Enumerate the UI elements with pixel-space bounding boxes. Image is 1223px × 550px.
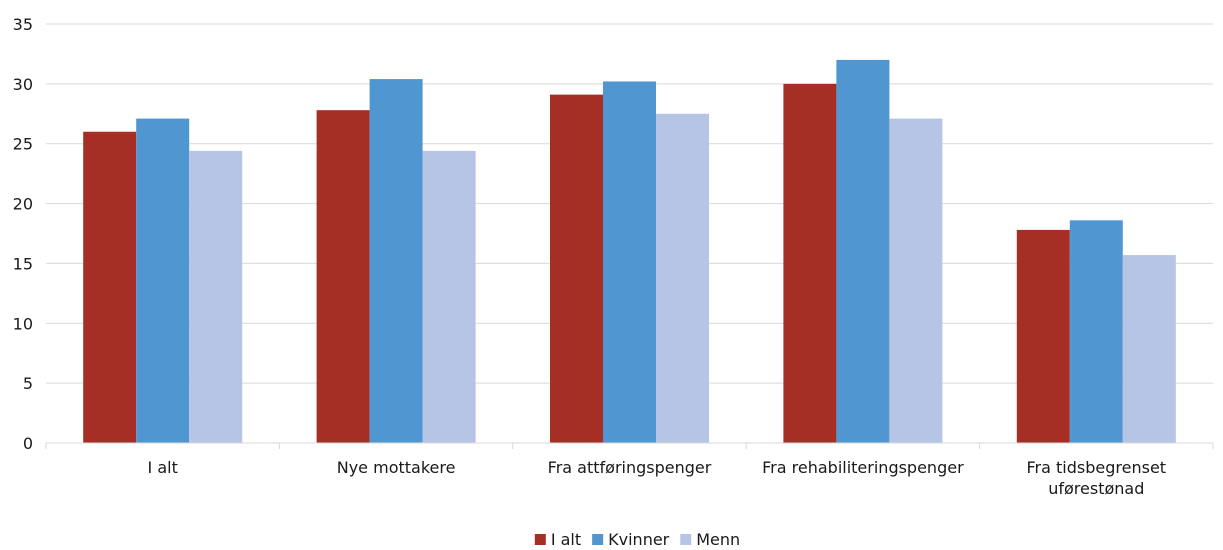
legend: I alt Kvinner Menn (534, 530, 740, 549)
bar-menn (889, 118, 943, 444)
axes: 0 5 10 15 20 25 30 35 I alt Nye mottakere Fra attf… (13, 15, 1214, 498)
x-tick-label: Fra attføringspenger (548, 458, 712, 477)
x-tick-label: Fra rehabiliteringspenger (762, 458, 964, 477)
bar-kvinner (136, 118, 190, 444)
y-tick-label: 0 (23, 434, 33, 453)
x-tick-label: Fra tidsbegrenset uførestønad (1027, 458, 1167, 498)
bar-i-alt (316, 110, 370, 444)
x-tick-label: I alt (148, 458, 178, 477)
y-tick-label: 30 (13, 75, 33, 94)
bar-menn (189, 150, 243, 443)
bar-i-alt (783, 83, 837, 443)
y-tick-label: 25 (13, 135, 33, 154)
legend-label: I alt (551, 530, 581, 549)
y-tick-label: 10 (13, 314, 33, 333)
y-tick-label: 20 (13, 195, 33, 214)
legend-label: Menn (696, 530, 740, 549)
legend-swatch (534, 534, 546, 545)
legend-swatch (680, 534, 692, 545)
bar-i-alt (550, 94, 603, 443)
bar-kvinner (369, 79, 423, 443)
bar-menn (1122, 255, 1176, 443)
bar-kvinner (1069, 220, 1123, 443)
bars (83, 59, 1176, 444)
y-tick-label: 35 (13, 15, 33, 34)
bar-menn (656, 113, 709, 444)
y-tick-label: 5 (23, 374, 33, 393)
bar-i-alt (1016, 229, 1070, 443)
legend-swatch (592, 534, 604, 545)
legend-label: Kvinner (608, 530, 670, 549)
bar-i-alt (83, 131, 137, 443)
bar-kvinner (603, 81, 656, 443)
x-tick-label: Nye mottakere (337, 458, 456, 477)
bar-menn (422, 150, 476, 443)
bar-kvinner (836, 59, 890, 444)
y-tick-label: 15 (13, 254, 33, 273)
